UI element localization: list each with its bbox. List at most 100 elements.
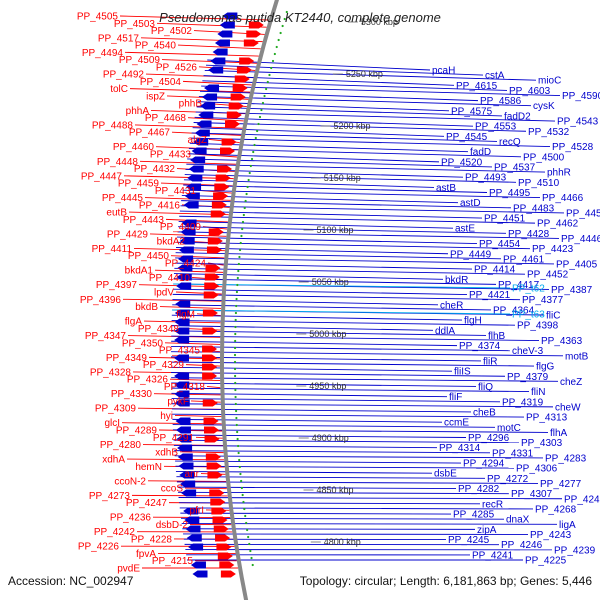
gene-label-pcah[interactable]: pcaH <box>432 66 455 77</box>
gene-label-pp-4553[interactable]: PP_4553 <box>475 122 517 133</box>
gene-label-cheb[interactable]: cheB <box>473 407 496 418</box>
gene-label-flgg[interactable]: flgG <box>536 362 555 373</box>
gene-label-pp-4319[interactable]: PP_4319 <box>502 397 544 408</box>
gene-label-pp-4414[interactable]: PP_4414 <box>474 265 516 276</box>
gene-label-pp-4379[interactable]: PP_4379 <box>507 372 549 383</box>
gene-label-pp-4468[interactable]: PP_4468 <box>145 113 187 124</box>
gene-label-flgh[interactable]: flgH <box>464 316 482 327</box>
gene-label-pp-4363[interactable]: PP_4363 <box>541 336 583 347</box>
gene-label-pp-4586[interactable]: PP_4586 <box>480 96 522 107</box>
gene-label-flha[interactable]: flhA <box>550 428 568 439</box>
gene-label-pp-4398[interactable]: PP_4398 <box>517 321 559 332</box>
gene-label-pp-4349[interactable]: PP_4349 <box>106 353 148 364</box>
gene-label-pp-4397[interactable]: PP_4397 <box>96 280 138 291</box>
gene-label-pp-4615[interactable]: PP_4615 <box>456 81 498 92</box>
gene-label-pp-t62[interactable]: PP_t62 <box>512 284 545 295</box>
gene-label-pp-4492[interactable]: PP_4492 <box>103 70 145 81</box>
gene-label-pp-4449[interactable]: PP_4449 <box>450 249 492 260</box>
gene-label-pp-4318[interactable]: PP_4318 <box>164 382 206 393</box>
gene-label-fliis[interactable]: fliIS <box>454 367 471 378</box>
gene-label-flin[interactable]: fliN <box>531 387 545 398</box>
gene-label-pp-4328[interactable]: PP_4328 <box>90 367 132 378</box>
gene-label-glci[interactable]: glcI <box>104 418 120 429</box>
gene-label-pp-4459[interactable]: PP_4459 <box>118 179 160 190</box>
gene-label-fliq[interactable]: fliQ <box>478 382 493 393</box>
gene-label-pp-4294[interactable]: PP_4294 <box>463 459 505 470</box>
gene-label-hyi[interactable]: hyi <box>160 411 173 422</box>
gene-label-pp-4243[interactable]: PP_4243 <box>530 530 572 541</box>
gene-label-pp-4450[interactable]: PP_4450 <box>128 251 170 262</box>
gene-label-flif[interactable]: fliF <box>449 392 462 403</box>
gene-label-pp-4467[interactable]: PP_4467 <box>129 128 171 139</box>
gene-label-xdhb[interactable]: xdhB <box>155 447 178 458</box>
gene-label-pp-4314[interactable]: PP_4314 <box>439 443 481 454</box>
gene-label-pp-4421[interactable]: PP_4421 <box>469 290 511 301</box>
gene-label-pp-4520[interactable]: PP_4520 <box>441 157 483 168</box>
gene-label-pp-4306[interactable]: PP_4306 <box>516 464 558 475</box>
gene-label-astb[interactable]: astB <box>436 183 456 194</box>
gene-label-flic[interactable]: fliC <box>546 311 560 322</box>
gene-label-mioc[interactable]: mioC <box>538 76 561 87</box>
gene-label-phhr[interactable]: phhR <box>547 168 571 179</box>
gene-label-motc[interactable]: motC <box>497 423 521 434</box>
gene-label-pp-4277[interactable]: PP_4277 <box>540 479 582 490</box>
gene-label-pp-4443[interactable]: PP_4443 <box>123 215 165 226</box>
gene-label-pp-4348[interactable]: PP_4348 <box>138 324 180 335</box>
gene-label-bkdb[interactable]: bkdB <box>135 302 158 313</box>
gene-label-pp-4526[interactable]: PP_4526 <box>156 62 198 73</box>
gene-label-pp-4411[interactable]: PP_4411 <box>92 244 133 255</box>
gene-label-pp-4428[interactable]: PP_4428 <box>508 229 550 240</box>
gene-label-pp-4603[interactable]: PP_4603 <box>509 86 551 97</box>
gene-label-lpdv[interactable]: lpdV <box>154 288 174 299</box>
gene-label-bkdr[interactable]: bkdR <box>445 275 468 286</box>
gene-label-flhb[interactable]: flhB <box>488 331 506 342</box>
gene-label-pp-4374[interactable]: PP_4374 <box>459 341 501 352</box>
gene-label-recq[interactable]: recQ <box>499 137 521 148</box>
gene-label-pp-4239[interactable]: PP_4239 <box>554 545 596 556</box>
gene-label-fpva[interactable]: fpvA <box>136 549 156 560</box>
gene-label-pp-4432[interactable]: PP_4432 <box>134 164 176 175</box>
gene-label-pfri[interactable]: pfrI <box>190 505 204 516</box>
gene-label-chez[interactable]: cheZ <box>560 377 582 388</box>
gene-label-astd[interactable]: astD <box>460 198 481 209</box>
gene-label-aste[interactable]: astE <box>455 224 475 235</box>
gene-label-pp-4540[interactable]: PP_4540 <box>135 41 177 52</box>
gene-label-pp-4502[interactable]: PP_4502 <box>151 26 193 37</box>
gene-label-pp-4528[interactable]: PP_4528 <box>552 142 594 153</box>
gene-label-liga[interactable]: ligA <box>559 520 576 531</box>
gene-label-pp-4347[interactable]: PP_4347 <box>85 331 127 342</box>
gene-label-pp-4543[interactable]: PP_4543 <box>557 117 599 128</box>
gene-label-recr[interactable]: recR <box>482 499 503 510</box>
gene-label-pp-4215[interactable]: PP_4215 <box>152 556 194 567</box>
gene-label-fadd[interactable]: fadD <box>470 147 491 158</box>
gene-label-flgm[interactable]: flgM <box>176 309 195 320</box>
gene-label-pp-4429[interactable]: PP_4429 <box>107 229 149 240</box>
gene-label-pp-4285[interactable]: PP_4285 <box>453 510 495 521</box>
gene-label-ccon-2[interactable]: ccoN-2 <box>114 476 146 487</box>
gene-label-pp-4236[interactable]: PP_4236 <box>110 513 152 524</box>
gene-label-phha[interactable]: phhA <box>126 106 150 117</box>
gene-label-pp-4409[interactable]: PP_4409 <box>160 222 202 233</box>
gene-label-pp-4500[interactable]: PP_4500 <box>523 152 565 163</box>
gene-label-dnax[interactable]: dnaX <box>506 515 530 526</box>
gene-label-pp-4509[interactable]: PP_4509 <box>119 55 161 66</box>
gene-label-pp-4249[interactable]: PP_4249 <box>564 494 600 505</box>
gene-label-pp-4503[interactable]: PP_4503 <box>114 19 156 30</box>
gene-label-pp-4364[interactable]: PP_4364 <box>493 305 535 316</box>
gene-label-flga[interactable]: flgA <box>125 317 143 328</box>
gene-label-pp-4495[interactable]: PP_4495 <box>489 188 531 199</box>
gene-label-xdha[interactable]: xdhA <box>102 455 125 466</box>
gene-label-pp-4326[interactable]: PP_4326 <box>127 375 169 386</box>
gene-label-pp-4483[interactable]: PP_4483 <box>513 203 555 214</box>
gene-label-dsbd-2[interactable]: dsbD-2 <box>156 520 189 531</box>
gene-label-cher[interactable]: cheR <box>440 300 463 311</box>
gene-label-pp-4377[interactable]: PP_4377 <box>522 295 564 306</box>
gene-label-ccos[interactable]: ccoS <box>161 484 184 495</box>
gene-label-fadd2[interactable]: fadD2 <box>504 111 531 122</box>
gene-label-pp-4225[interactable]: PP_4225 <box>525 556 567 567</box>
gene-label-zipa[interactable]: zipA <box>477 525 497 536</box>
gene-label-dsbe[interactable]: dsbE <box>434 469 457 480</box>
gene-label-bkda2[interactable]: bkdA2 <box>157 237 186 248</box>
gene-label-pp-4448[interactable]: PP_4448 <box>97 157 139 168</box>
gene-label-pp-4423[interactable]: PP_4423 <box>532 244 574 255</box>
